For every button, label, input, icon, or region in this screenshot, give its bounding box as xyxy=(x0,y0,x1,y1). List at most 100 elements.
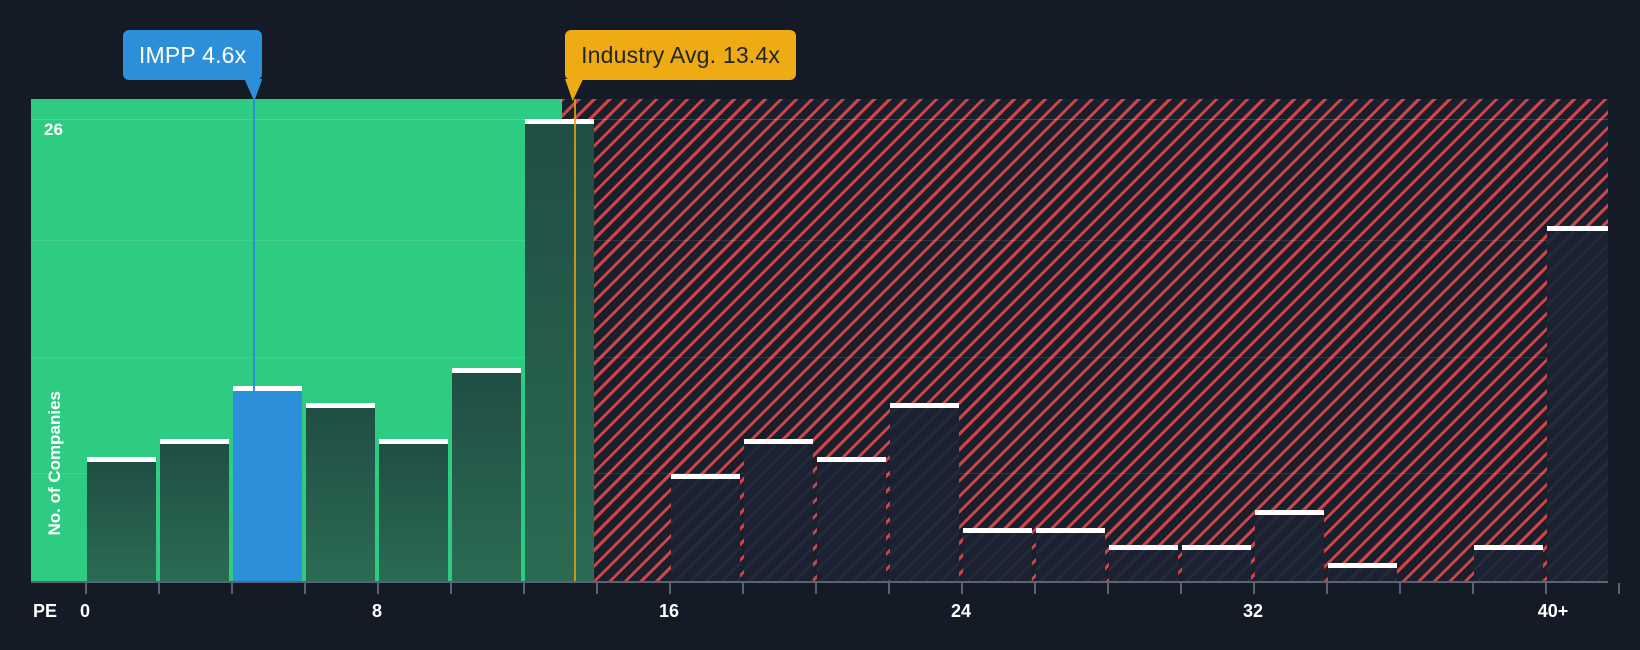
bar-body xyxy=(1474,550,1543,581)
bar-cap xyxy=(1036,527,1105,533)
plot-area: 26 No. of Companies xyxy=(31,99,1608,581)
bar-body xyxy=(1036,532,1105,581)
bar-body xyxy=(963,532,1032,581)
industry-pe-callout[interactable]: Industry Avg. 13.4x xyxy=(565,30,797,101)
x-axis-line xyxy=(31,581,1608,583)
x-axis-tick xyxy=(669,583,671,594)
bar-cap xyxy=(1547,225,1608,231)
industry-pe-callout-label: Industry Avg. 13.4x xyxy=(581,41,781,68)
bar-cap xyxy=(963,527,1032,533)
x-axis-tick xyxy=(815,583,817,594)
histogram-bar[interactable] xyxy=(1255,509,1324,581)
x-axis-tick xyxy=(888,583,890,594)
histogram-bar[interactable] xyxy=(525,119,594,581)
bar-body xyxy=(744,443,813,581)
x-axis-tick xyxy=(85,583,87,594)
y-top-value-label: 26 xyxy=(44,120,63,139)
x-axis-label: 0 xyxy=(79,601,91,621)
histogram-bar[interactable] xyxy=(87,456,156,581)
histogram-bar[interactable] xyxy=(817,456,886,581)
x-axis-tick xyxy=(377,583,379,594)
histogram-bar[interactable] xyxy=(963,527,1032,581)
bar-cap xyxy=(525,119,594,124)
callout-tail xyxy=(244,79,263,101)
x-axis-tick xyxy=(596,583,598,594)
bar-body xyxy=(87,461,156,581)
bar-cap xyxy=(1109,545,1178,551)
histogram-bar[interactable] xyxy=(1547,225,1608,581)
x-axis-tick xyxy=(1399,583,1401,594)
bar-body xyxy=(890,408,959,581)
x-axis-tick xyxy=(1545,583,1547,594)
callout-tail xyxy=(565,79,584,101)
bar-body xyxy=(379,443,448,581)
bar-body xyxy=(1182,550,1251,581)
histogram-bar[interactable] xyxy=(1109,545,1178,581)
x-axis-tick xyxy=(1034,583,1036,594)
x-axis-label: 32 xyxy=(1242,601,1264,621)
histogram-bar[interactable] xyxy=(744,438,813,581)
x-axis-tick xyxy=(1618,583,1620,594)
histogram-bar[interactable] xyxy=(160,438,229,581)
bar-cap xyxy=(817,456,886,462)
bar-body xyxy=(671,479,740,581)
x-axis-prefix-label: PE xyxy=(33,601,58,621)
x-axis-tick xyxy=(1107,583,1109,594)
histogram-bar[interactable] xyxy=(1328,563,1397,581)
histogram-bar[interactable] xyxy=(890,403,959,581)
bar-cap xyxy=(306,403,375,409)
bar-cap xyxy=(890,403,959,409)
bar-cap xyxy=(233,385,302,391)
x-axis-label: 40+ xyxy=(1537,601,1569,621)
x-axis-tick xyxy=(231,583,233,594)
bar-cap xyxy=(87,456,156,462)
bar-body xyxy=(1255,514,1324,581)
bar-cap xyxy=(1474,545,1543,551)
bar-body xyxy=(1109,550,1178,581)
histogram-bar[interactable] xyxy=(1036,527,1105,581)
y-axis-title: No. of Companies xyxy=(45,391,64,536)
bar-body xyxy=(1547,230,1608,581)
x-axis-label: 8 xyxy=(371,601,383,621)
bar-body xyxy=(1328,568,1397,581)
bar-cap xyxy=(744,438,813,444)
bar-cap xyxy=(379,438,448,444)
histogram-bar[interactable] xyxy=(1474,545,1543,581)
company-pe-callout-label: IMPP 4.6x xyxy=(138,41,247,68)
bar-cap xyxy=(1328,563,1397,569)
x-axis-tick xyxy=(961,583,963,594)
gridline xyxy=(31,119,1608,120)
bar-cap xyxy=(1255,509,1324,515)
histogram-bar[interactable] xyxy=(671,474,740,581)
bar-body xyxy=(452,372,521,581)
bar-cap xyxy=(671,474,740,480)
x-axis-tick xyxy=(450,583,452,594)
histogram-bar[interactable] xyxy=(452,367,521,581)
x-axis-tick xyxy=(1326,583,1328,594)
overvalued-zone-band xyxy=(562,99,1608,581)
histogram-bar[interactable] xyxy=(306,403,375,581)
bar-body xyxy=(306,408,375,581)
x-axis-tick xyxy=(304,583,306,594)
bar-body xyxy=(233,390,302,581)
bar-cap xyxy=(452,367,521,373)
gridline xyxy=(31,240,1608,241)
bar-body xyxy=(817,461,886,581)
gridline xyxy=(31,357,1608,358)
company-pe-callout[interactable]: IMPP 4.6x xyxy=(122,30,263,101)
histogram-bar[interactable] xyxy=(1182,545,1251,581)
bar-cap xyxy=(1182,545,1251,551)
x-axis-label: 24 xyxy=(950,601,972,621)
x-axis-tick xyxy=(1253,583,1255,594)
histogram-bar[interactable] xyxy=(233,385,302,581)
industry-marker-line xyxy=(574,99,577,581)
histogram-bar[interactable] xyxy=(379,438,448,581)
company-marker-line xyxy=(252,99,255,581)
bar-body xyxy=(525,124,594,581)
x-axis-label: 16 xyxy=(658,601,680,621)
x-axis-tick xyxy=(1180,583,1182,594)
x-axis-tick xyxy=(158,583,160,594)
bar-cap xyxy=(160,438,229,444)
bar-body xyxy=(160,443,229,581)
